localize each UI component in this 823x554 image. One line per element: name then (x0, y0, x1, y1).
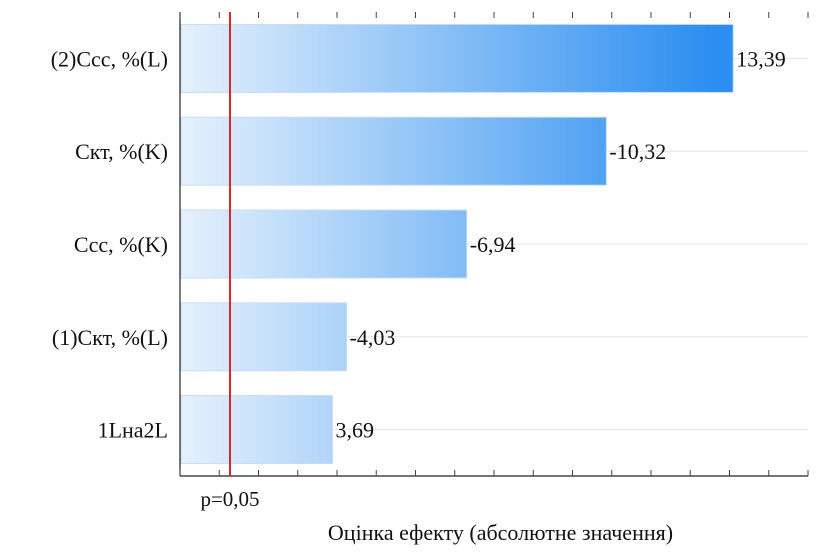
axes (179, 12, 809, 477)
bars (180, 23, 734, 465)
value-label: 3,69 (335, 418, 374, 443)
category-label: Ccc, %(K) (74, 232, 168, 257)
value-label: 13,39 (736, 46, 786, 71)
x-axis-title: Оцінка ефекту (абсолютне значення) (327, 520, 674, 545)
value-label: -4,03 (350, 325, 396, 350)
bar (180, 209, 468, 279)
category-label: (2)Ccc, %(L) (51, 46, 168, 71)
significance-label: p=0,05 (200, 487, 259, 511)
bar (180, 23, 734, 93)
value-label: -6,94 (470, 232, 516, 257)
category-label: 1Lна2L (98, 418, 168, 443)
bar (180, 302, 348, 372)
category-label: Cкт, %(K) (75, 139, 168, 164)
category-label: (1)Cкт, %(L) (52, 325, 168, 350)
bar (180, 395, 333, 465)
bar (180, 116, 607, 186)
labels: (2)Ccc, %(L) 13,39 Cкт, %(K) -10,32 Ccc, %(K… (51, 46, 786, 511)
value-label: -10,32 (609, 139, 666, 164)
